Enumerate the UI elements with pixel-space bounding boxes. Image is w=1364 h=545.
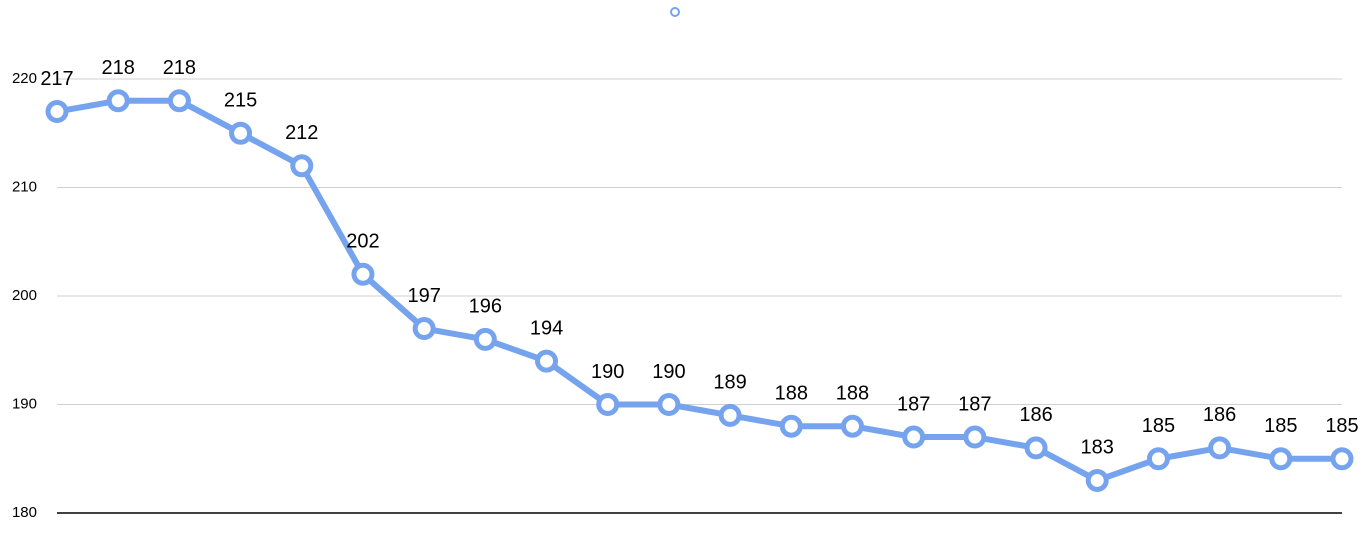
data-label: 187 [897, 393, 930, 415]
data-point [1024, 436, 1048, 460]
data-label: 188 [836, 382, 869, 404]
data-point [840, 414, 864, 438]
data-label: 212 [285, 122, 318, 144]
data-point [473, 327, 497, 351]
legend-marker [670, 7, 680, 17]
data-label: 202 [346, 231, 379, 253]
data-label: 194 [530, 317, 563, 339]
data-point [1146, 447, 1170, 471]
data-label: 197 [407, 285, 440, 307]
data-label: 218 [102, 57, 135, 79]
data-line [56, 97, 1342, 484]
data-point [1269, 447, 1293, 471]
data-label: 187 [958, 393, 991, 415]
y-tick-label: 190 [12, 395, 37, 412]
data-point [229, 121, 253, 145]
data-point [167, 89, 191, 113]
data-label: 183 [1081, 437, 1114, 459]
data-label: 185 [1264, 415, 1297, 437]
y-tick-label: 180 [12, 504, 37, 521]
data-label: 189 [713, 372, 746, 394]
data-label: 215 [224, 90, 257, 112]
data-label: 186 [1019, 404, 1052, 426]
data-point [1208, 436, 1232, 460]
data-point [902, 425, 926, 449]
data-point [596, 393, 620, 416]
data-point [1330, 447, 1354, 471]
data-point [351, 262, 375, 286]
data-point [1085, 468, 1109, 492]
data-label: 196 [469, 296, 502, 318]
data-point [779, 414, 803, 438]
data-point [106, 89, 130, 113]
data-point [290, 154, 314, 178]
data-label: 218 [163, 57, 196, 79]
data-point [45, 100, 69, 124]
data-point [535, 349, 559, 373]
y-tick-label: 220 [12, 70, 37, 87]
data-label: 186 [1203, 404, 1236, 426]
data-point [412, 317, 436, 341]
data-label: 190 [591, 361, 624, 383]
data-point [963, 425, 987, 449]
data-point [657, 393, 681, 416]
y-tick-label: 200 [12, 287, 37, 304]
data-label: 185 [1142, 415, 1175, 437]
data-label: 190 [652, 361, 685, 383]
data-label: 217 [40, 68, 73, 90]
data-point [718, 403, 742, 427]
data-label: 185 [1325, 415, 1358, 437]
data-label: 188 [775, 382, 808, 404]
y-tick-label: 210 [12, 178, 37, 195]
